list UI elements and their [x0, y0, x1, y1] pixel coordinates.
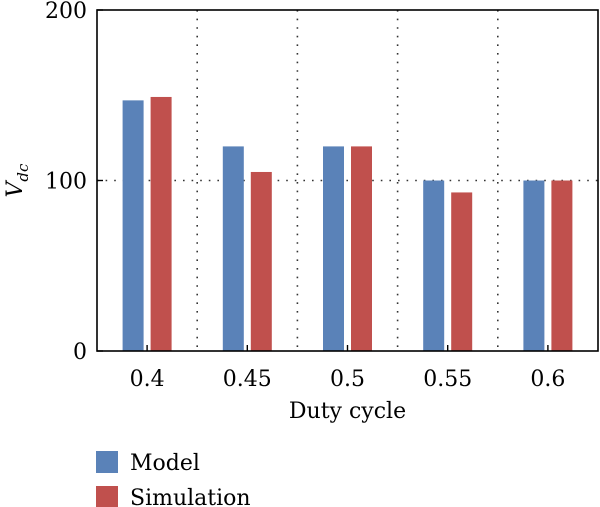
bar-simulation-0.4 — [150, 96, 172, 351]
bar-simulation-0.45 — [250, 171, 272, 351]
bar-model-0.45 — [222, 146, 244, 351]
bar-simulation-0.6 — [551, 180, 573, 351]
x-axis-ticks: 0.4 0.45 0.5 0.55 0.6 — [130, 345, 565, 392]
y-axis-label-sub: dc — [14, 163, 32, 182]
bar-model-0.4 — [122, 100, 144, 352]
x-tick-label: 0.55 — [423, 367, 472, 392]
y-axis-ticks: 0 100 200 — [45, 0, 103, 365]
bar-simulation-0.55 — [451, 192, 473, 351]
legend-swatch-simulation — [96, 486, 118, 507]
x-tick-label: 0.5 — [330, 367, 365, 392]
legend-label-simulation: Simulation — [130, 486, 251, 507]
bars — [122, 96, 573, 352]
y-axis-label: Vdc — [3, 163, 32, 197]
bar-model-0.6 — [523, 180, 545, 351]
x-axis-label: Duty cycle — [289, 399, 406, 424]
grid-lines — [97, 10, 598, 351]
x-tick-label: 0.4 — [130, 367, 165, 392]
legend-label-model: Model — [130, 451, 200, 476]
x-tick-label: 0.6 — [530, 367, 565, 392]
x-tick-label: 0.45 — [223, 367, 272, 392]
y-tick-label: 0 — [73, 340, 87, 365]
y-tick-label: 100 — [45, 170, 87, 195]
y-tick-label: 200 — [45, 0, 87, 24]
bar-model-0.55 — [423, 180, 445, 351]
bar-simulation-0.5 — [351, 146, 372, 351]
legend: Model Simulation — [96, 451, 251, 507]
y-axis-label-main: V — [3, 179, 28, 197]
bar-model-0.5 — [323, 146, 344, 351]
legend-swatch-model — [96, 451, 118, 473]
